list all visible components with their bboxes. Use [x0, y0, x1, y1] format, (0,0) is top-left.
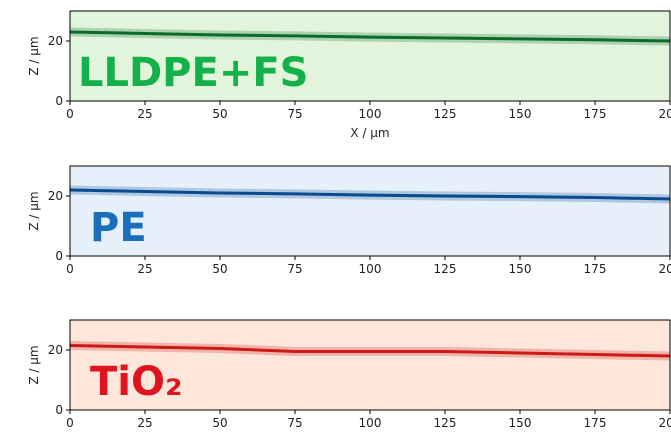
x-tick-label: 0: [66, 416, 74, 430]
annotation: LLDPE+FS: [78, 50, 308, 96]
plot-background: [70, 320, 670, 410]
x-tick-label: 0: [66, 107, 74, 121]
y-tick-label: 20: [48, 189, 63, 203]
x-tick-label: 75: [287, 416, 302, 430]
x-tick-label: 25: [137, 416, 152, 430]
x-tick-label: 200: [659, 416, 671, 430]
x-tick-label: 150: [509, 107, 532, 121]
x-tick-label: 125: [434, 262, 457, 276]
layer-interface: [69, 30, 671, 43]
x-tick-label: 100: [359, 416, 382, 430]
annotation: TiO₂: [90, 359, 183, 405]
plot-background: [70, 11, 670, 101]
x-axis-label: X / μm: [350, 126, 389, 140]
y-axis-label: Z / μm: [27, 345, 41, 384]
x-tick-label: 100: [359, 107, 382, 121]
annotation: PE: [90, 205, 147, 251]
x-tick-label: 25: [137, 107, 152, 121]
y-tick-label: 0: [55, 249, 63, 263]
x-tick-label: 25: [137, 262, 152, 276]
x-tick-label: 200: [659, 262, 671, 276]
x-tick-label: 50: [212, 416, 227, 430]
x-tick-label: 175: [584, 262, 607, 276]
x-tick-label: 50: [212, 107, 227, 121]
x-tick-label: 200: [659, 107, 671, 121]
plot-background: [70, 166, 670, 256]
x-tick-label: 75: [287, 107, 302, 121]
y-tick-label: 0: [55, 94, 63, 108]
x-tick-label: 50: [212, 262, 227, 276]
x-tick-label: 150: [509, 416, 532, 430]
y-tick-label: 0: [55, 403, 63, 417]
x-tick-label: 0: [66, 262, 74, 276]
y-axis-label: Z / μm: [27, 191, 41, 230]
layer-interface: [69, 188, 671, 201]
y-tick-label: 20: [48, 34, 63, 48]
x-tick-label: 100: [359, 262, 382, 276]
layer-interface: [69, 344, 671, 358]
x-tick-label: 125: [434, 107, 457, 121]
x-tick-label: 175: [584, 107, 607, 121]
x-tick-label: 125: [434, 416, 457, 430]
y-axis-label: Z / μm: [27, 36, 41, 75]
x-tick-label: 150: [509, 262, 532, 276]
x-tick-label: 75: [287, 262, 302, 276]
y-tick-label: 20: [48, 343, 63, 357]
x-tick-label: 175: [584, 416, 607, 430]
